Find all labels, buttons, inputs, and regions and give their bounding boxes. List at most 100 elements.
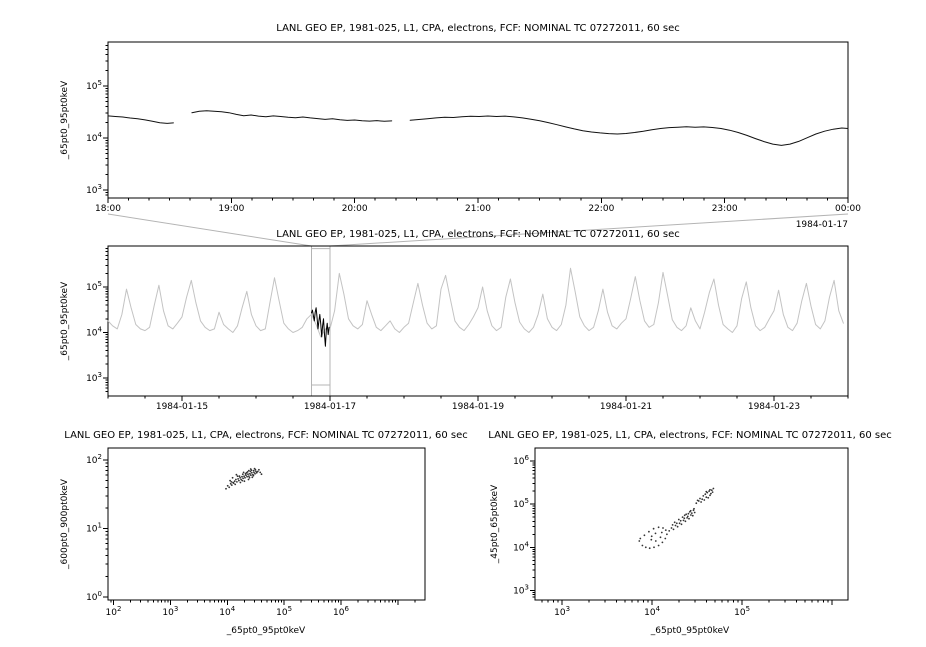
panel-context-axes: 1984-01-15 1984-01-17 1984-01-19 1984-01-21…	[86, 245, 849, 412]
scatter-point	[700, 501, 702, 503]
scatter-point	[643, 534, 646, 537]
scatter-point	[654, 532, 657, 535]
scatter-point	[702, 495, 705, 497]
scatter-point	[687, 512, 690, 515]
axis-tick-label: 106	[333, 605, 349, 618]
zoom-connector-left	[107, 213, 312, 247]
scatter-point	[664, 537, 667, 540]
scatter-point	[692, 509, 695, 512]
scatter-point	[249, 468, 252, 470]
axis-tick-label: 104	[644, 605, 660, 618]
axis-tick-label: 102	[86, 453, 102, 466]
scatter-point	[690, 514, 692, 516]
scatter-point	[247, 473, 249, 476]
panel-context-timeseries: LANL GEO EP, 1981-025, L1, CPA, electron…	[60, 229, 849, 412]
scatter-point	[668, 530, 671, 532]
axis-tick-label: 23:00	[712, 204, 738, 214]
plot-area-context[interactable]	[107, 245, 849, 397]
scatter-point	[638, 540, 641, 542]
scatter-point	[253, 471, 255, 474]
scatter-point	[657, 526, 660, 529]
panel-scatter-bl-x-axis-label: _65pt0_95pt0keV	[226, 626, 306, 636]
scatter-point	[254, 472, 256, 475]
scatter-point	[701, 498, 704, 501]
scatter-point	[650, 538, 653, 541]
axis-tick-label: 21:00	[465, 204, 491, 214]
scatter-point	[710, 489, 713, 492]
series-line	[107, 115, 174, 124]
panel-scatter-br-title: LANL GEO EP, 1981-025, L1, CPA, electron…	[488, 430, 891, 441]
scatter-point	[678, 522, 681, 525]
axis-tick-label: 00:00	[835, 204, 861, 214]
panel-scatter-bl-title: LANL GEO EP, 1981-025, L1, CPA, electron…	[64, 430, 467, 441]
scatter-point	[641, 544, 644, 547]
scatter-point	[241, 475, 243, 478]
scatter-point	[247, 469, 250, 472]
scatter-point	[229, 482, 232, 485]
scatter-point	[671, 524, 674, 526]
scatter-point	[676, 525, 679, 528]
panel-top-title: LANL GEO EP, 1981-025, L1, CPA, electron…	[276, 23, 679, 34]
scatter-point	[679, 519, 682, 522]
scatter-point	[653, 546, 655, 549]
scatter-point	[233, 480, 236, 483]
axis-tick-label: 22:00	[588, 204, 614, 214]
scatter-point	[662, 527, 664, 529]
scatter-point	[239, 481, 242, 484]
scatter-point	[666, 533, 668, 536]
scatter-point	[228, 486, 231, 489]
scatter-point	[685, 513, 688, 516]
scatter-point	[654, 540, 657, 542]
scatter-point	[237, 478, 240, 480]
scatter-point	[650, 535, 653, 538]
zoom-connector-right	[329, 213, 849, 247]
series-line	[191, 110, 393, 122]
scatter-point	[229, 479, 232, 482]
scatter-point	[709, 488, 711, 491]
scatter-point	[248, 476, 251, 479]
scatter-point	[664, 529, 667, 531]
plot-area-top[interactable]	[107, 41, 849, 199]
scatter-point	[245, 474, 247, 477]
panel-scatter-bl-y-axis-label: _600pt0_900pt0keV	[60, 478, 70, 570]
panel-top-x-axis-date-label: 1984-01-17	[796, 220, 848, 230]
scatter-point	[252, 469, 255, 472]
scatter-point	[708, 490, 710, 492]
scatter-point	[248, 475, 250, 478]
scatter-point	[681, 516, 684, 518]
scatter-point	[244, 476, 246, 479]
scatter-point	[691, 514, 694, 517]
scatter-point	[661, 541, 664, 544]
scatter-point	[242, 471, 245, 474]
scatter-point	[672, 528, 675, 531]
scatter-point	[686, 517, 688, 519]
panel-scatter-bottom-right: LANL GEO EP, 1981-025, L1, CPA, electron…	[488, 430, 891, 636]
scatter-point	[225, 487, 227, 490]
scatter-point	[255, 471, 258, 474]
zoom-connector-overlay	[107, 213, 849, 397]
plot-area-scatter_br[interactable]	[534, 447, 849, 601]
series-line	[107, 267, 844, 338]
axis-tick-label: 104	[86, 325, 102, 338]
scatter-point	[243, 475, 246, 478]
axis-tick-label: 18:00	[95, 204, 121, 214]
scatter-point	[250, 471, 253, 474]
scatter-point	[230, 481, 233, 483]
plot-area-scatter_bl[interactable]	[107, 447, 426, 601]
axis-tick-label: 105	[513, 497, 529, 510]
axis-tick-label: 101	[86, 521, 102, 534]
scatter-point	[711, 491, 714, 493]
axis-tick-label: 106	[513, 454, 529, 467]
axis-tick-label: 103	[162, 605, 178, 618]
panel-scatter-bottom-left: LANL GEO EP, 1981-025, L1, CPA, electron…	[60, 430, 468, 636]
scatter-point	[705, 496, 708, 499]
scatter-point	[674, 524, 677, 527]
axis-tick-label: 103	[554, 605, 570, 618]
axis-tick-label: 105	[86, 280, 102, 293]
axis-tick-label: 19:00	[218, 204, 244, 214]
scatter-point	[705, 490, 708, 493]
scatter-point	[244, 472, 247, 475]
scatter-point	[704, 493, 707, 496]
scatter-point	[260, 473, 263, 476]
